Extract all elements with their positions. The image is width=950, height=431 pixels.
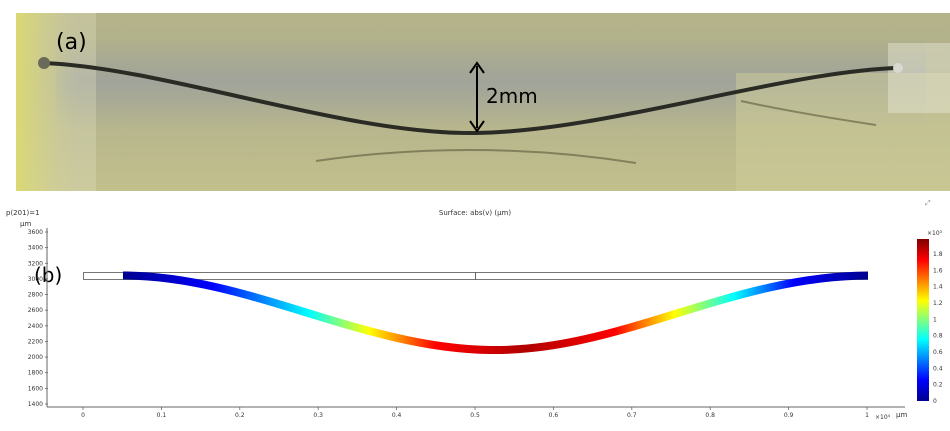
simulation-plot: p(201)=1 Surface: abs(v) (μm) μm (b) 360… xyxy=(6,199,943,421)
colorbar-tick-label: 1 xyxy=(933,316,937,323)
y-tick-label: 1400 xyxy=(28,401,43,408)
x-tick-label: 0.6 xyxy=(549,412,559,419)
x-tick-label: 0.4 xyxy=(392,412,402,419)
y-tick-label: 2000 xyxy=(28,354,43,361)
y-tick-label: 2400 xyxy=(28,323,43,330)
x-tick-label: 0.8 xyxy=(705,412,715,419)
colorbar-tick-label: 1.8 xyxy=(933,251,943,258)
y-tick-label: 3200 xyxy=(28,260,43,267)
x-multiplier: ×10⁴ xyxy=(875,414,891,421)
x-tick-label: 0.2 xyxy=(235,412,245,419)
x-tick-label: 0.5 xyxy=(470,412,480,419)
colorbar-tick-label: 0 xyxy=(933,398,937,405)
colorbar-multiplier: ×10³ xyxy=(927,230,943,237)
parameter-label: p(201)=1 xyxy=(6,209,40,217)
right-anchor xyxy=(893,63,903,73)
left-holder xyxy=(16,13,96,191)
colorbar-ticks: 1.8 1.6 1.4 1.2 1 0.8 0.6 0.4 0.2 0 xyxy=(933,251,943,405)
y-tick-label: 1600 xyxy=(28,385,43,392)
panel-b-label: (b) xyxy=(34,263,62,287)
left-anchor xyxy=(38,57,50,69)
colorbar-tick-label: 1.4 xyxy=(933,284,943,291)
colorbar-tick-label: 0.8 xyxy=(933,333,943,340)
wire xyxy=(43,61,897,136)
x-tick-label: 0 xyxy=(81,412,85,419)
plot-title: Surface: abs(v) (μm) xyxy=(439,209,511,217)
measurement-label: 2mm xyxy=(486,84,538,108)
y-unit: μm xyxy=(20,220,31,228)
x-tick-label: 0.9 xyxy=(784,412,794,419)
colorbar-tick-label: 1.2 xyxy=(933,300,943,307)
simulation-panel-b: p(201)=1 Surface: abs(v) (μm) μm (b) 360… xyxy=(0,192,950,427)
colorbar-tick-label: 1.6 xyxy=(933,267,943,274)
wire-photo: 2mm (a) xyxy=(16,13,950,191)
x-unit: μm xyxy=(896,411,907,419)
y-tick-label: 2600 xyxy=(28,307,43,314)
deformed-beam xyxy=(122,271,869,355)
colorbar xyxy=(917,239,929,401)
x-ticks: 0 0.1 0.2 0.3 0.4 0.5 0.6 0.7 0.8 0.9 1 xyxy=(81,407,869,419)
arrow-down-icon xyxy=(469,120,485,133)
right-clamp xyxy=(888,43,950,113)
colorbar-tick-label: 0.6 xyxy=(933,349,943,356)
y-tick-label: 3600 xyxy=(28,229,43,236)
y-tick-label: 2800 xyxy=(28,292,43,299)
x-tick-label: 0.3 xyxy=(313,412,323,419)
y-ticks: 3600 3400 3200 3000 2800 2600 2400 2200 2000 1800… xyxy=(28,229,48,408)
resize-icon: ⤢ xyxy=(925,199,931,207)
panel-a-label: (a) xyxy=(56,30,87,55)
y-tick-label: 3000 xyxy=(28,276,43,283)
arrow-up-icon xyxy=(469,61,485,74)
y-tick-label: 3400 xyxy=(28,245,43,252)
x-tick-label: 1 xyxy=(865,412,869,419)
colorbar-tick-label: 0.4 xyxy=(933,365,943,372)
left-glow xyxy=(16,13,76,191)
colorbar-tick-label: 0.2 xyxy=(933,382,943,389)
y-tick-label: 1800 xyxy=(28,370,43,377)
x-tick-label: 0.1 xyxy=(157,412,167,419)
wire-shadow xyxy=(315,149,637,164)
photo-panel-a: 2mm (a) xyxy=(16,13,950,191)
holder-edge xyxy=(740,100,877,126)
y-tick-label: 2200 xyxy=(28,338,43,345)
x-tick-label: 0.7 xyxy=(627,412,637,419)
right-holder xyxy=(736,73,950,191)
